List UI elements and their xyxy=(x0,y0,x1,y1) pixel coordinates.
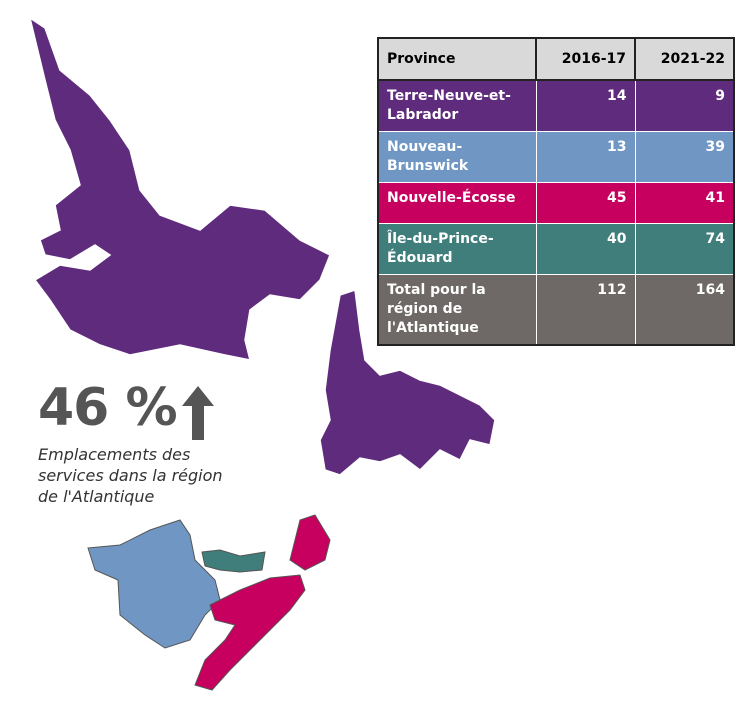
stat-value: 46 % xyxy=(38,378,178,438)
header-cell: Province xyxy=(377,37,537,81)
stat-caption: Emplacements des services dans la région… xyxy=(38,445,223,506)
province-cell: Terre-Neuve-et-Labrador xyxy=(377,79,537,132)
value-cell: 164 xyxy=(634,274,735,346)
table-row: Nouvelle-Écosse 45 41 xyxy=(377,182,735,224)
table-row: Total pour la région de l'Atlantique 112 1… xyxy=(377,274,735,346)
table-row: Terre-Neuve-et-Labrador 14 9 xyxy=(377,79,735,132)
value-cell: 41 xyxy=(634,182,735,224)
up-arrow xyxy=(182,386,214,440)
pei xyxy=(201,549,266,573)
table-header: Province 2016-17 2021-22 xyxy=(377,37,735,81)
table-row: Nouveau-Brunswick 13 39 xyxy=(377,131,735,183)
value-cell: 14 xyxy=(535,79,636,132)
province-cell: Nouvelle-Écosse xyxy=(377,182,537,224)
value-cell: 74 xyxy=(634,223,735,275)
value-cell: 45 xyxy=(535,182,636,224)
table-body: Terre-Neuve-et-Labrador 14 9 Nouveau-Brunsw… xyxy=(377,79,735,346)
newfoundland xyxy=(319,288,496,476)
province-cell: Île-du-Prince-Édouard xyxy=(377,223,537,275)
value-cell: 9 xyxy=(634,79,735,132)
province-cell: Total pour la région de l'Atlantique xyxy=(377,274,537,346)
value-cell: 13 xyxy=(535,131,636,183)
table-row: Île-du-Prince-Édouard 40 74 xyxy=(377,223,735,275)
province-cell: Nouveau-Brunswick xyxy=(377,131,537,183)
labrador xyxy=(28,16,331,361)
nova-scotia xyxy=(194,514,331,691)
new-brunswick xyxy=(87,519,221,649)
header-cell: 2021-22 xyxy=(634,37,735,81)
arrow-shape xyxy=(182,386,214,440)
data-table: Province 2016-17 2021-22 Terre-Neuve-et-La… xyxy=(377,37,735,346)
value-cell: 40 xyxy=(535,223,636,275)
value-cell: 39 xyxy=(634,131,735,183)
header-cell: 2016-17 xyxy=(535,37,636,81)
value-cell: 112 xyxy=(535,274,636,346)
